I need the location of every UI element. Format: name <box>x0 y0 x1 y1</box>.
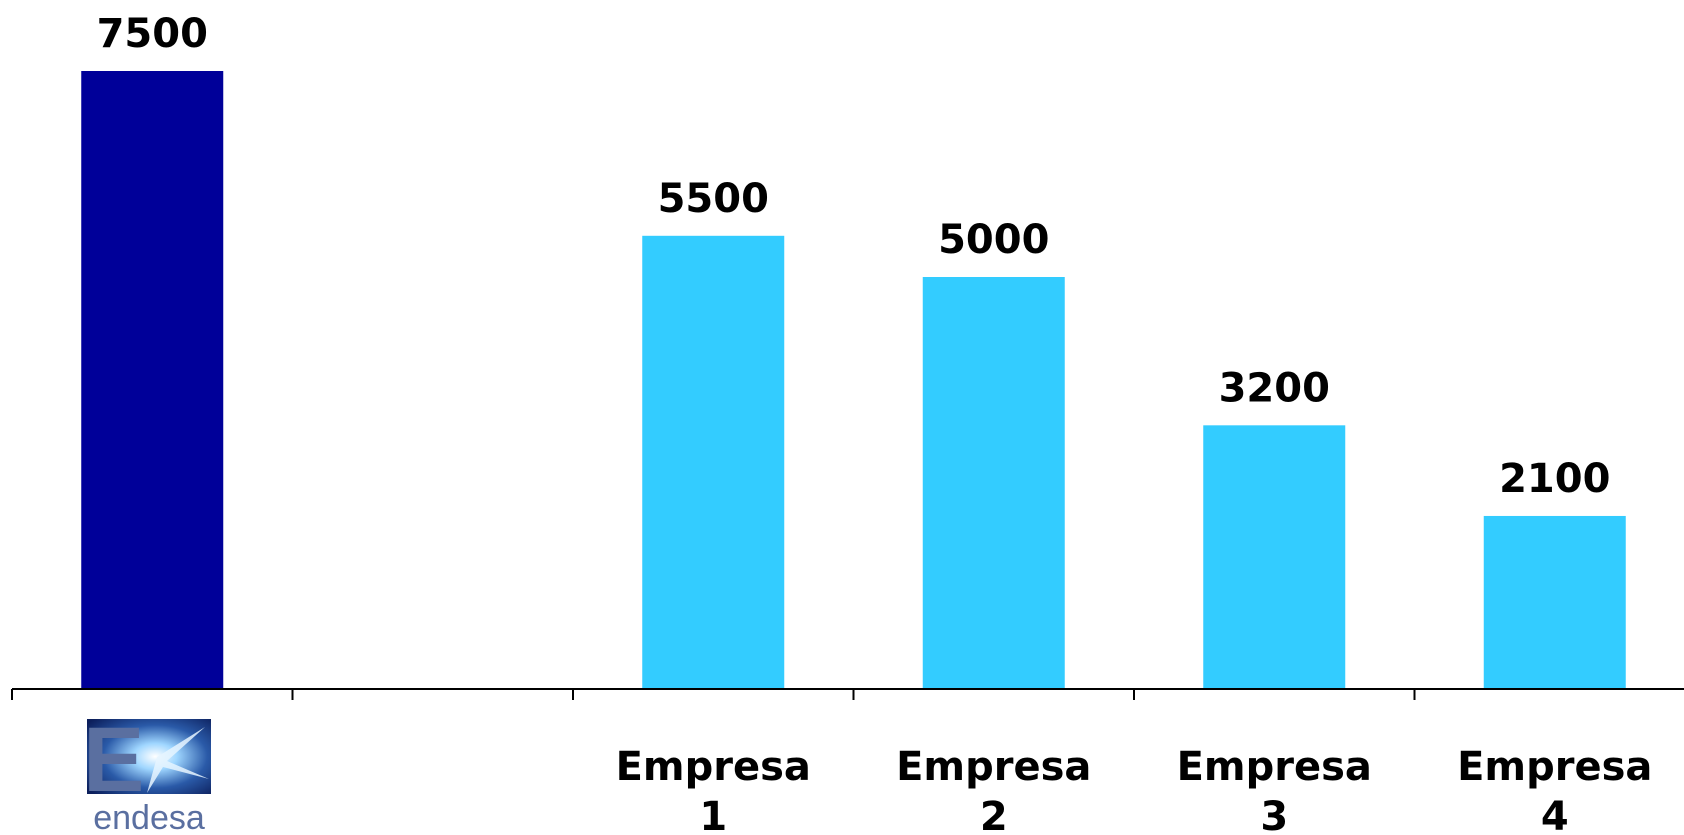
data-label: 5500 <box>658 176 769 222</box>
logo-wordmark: endesa <box>93 799 205 835</box>
bar-empresa-2 <box>922 277 1065 689</box>
data-label: 3200 <box>1219 365 1330 411</box>
bars-layer <box>81 71 1626 690</box>
category-label: Empresa <box>1457 744 1652 790</box>
category-label: Empresa <box>1177 744 1372 790</box>
category-label: 4 <box>1541 794 1569 835</box>
category-label: Empresa <box>896 744 1091 790</box>
category-label: 1 <box>699 794 727 835</box>
logo-letter-e-icon: E <box>83 709 144 811</box>
logo-spark-icon <box>147 727 209 793</box>
category-label: 2 <box>980 794 1008 835</box>
category-label: Empresa <box>616 744 811 790</box>
bar-endesa <box>81 71 224 689</box>
bar-empresa-3 <box>1203 425 1346 689</box>
bar-empresa-4 <box>1483 515 1626 689</box>
logo-square-icon <box>87 719 211 794</box>
value-labels-layer: 7500 5500 5000 3200 2100 <box>97 11 1611 502</box>
x-axis-ticks <box>11 689 1416 700</box>
category-label: 3 <box>1260 794 1288 835</box>
data-label: 5000 <box>938 217 1049 263</box>
data-label: 2100 <box>1499 456 1610 502</box>
bar-empresa-1 <box>642 235 785 690</box>
endesa-logo: E endesa <box>83 709 211 835</box>
data-label: 7500 <box>97 11 208 57</box>
